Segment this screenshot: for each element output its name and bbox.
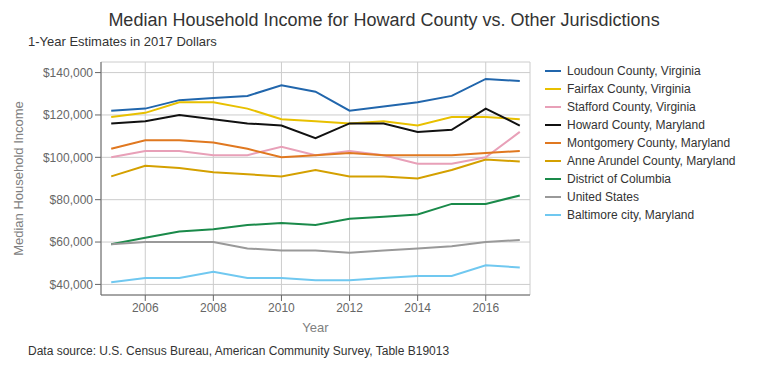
html-text:Median Household Income for Ho: Median Household Income for Howard Count… xyxy=(108,10,660,30)
svg-text:$80,000: $80,000 xyxy=(50,193,94,207)
svg-text:$120,000: $120,000 xyxy=(43,108,93,122)
svg-text:2016: 2016 xyxy=(472,301,499,315)
svg-text:2010: 2010 xyxy=(268,301,295,315)
html-text:Data source: U.S. Census Burea: Data source: U.S. Census Bureau, America… xyxy=(28,344,450,358)
svg-text:Median Household Income: Median Household Income xyxy=(11,101,26,256)
svg-text:2012: 2012 xyxy=(336,301,363,315)
svg-text:2008: 2008 xyxy=(200,301,227,315)
html-text:Anne Arundel County, Maryland: Anne Arundel County, Maryland xyxy=(567,154,736,168)
html-text:District of Columbia: District of Columbia xyxy=(567,172,671,186)
html-text:Howard County, Maryland: Howard County, Maryland xyxy=(567,118,705,132)
html-text:1-Year Estimates in 2017 Dolla: 1-Year Estimates in 2017 Dollars xyxy=(28,34,217,49)
svg-text:$100,000: $100,000 xyxy=(43,151,93,165)
svg-text:$60,000: $60,000 xyxy=(50,235,94,249)
html-text:Baltimore city, Maryland: Baltimore city, Maryland xyxy=(567,208,695,222)
svg-text:$40,000: $40,000 xyxy=(50,278,94,292)
html-text:Fairfax County, Virginia: Fairfax County, Virginia xyxy=(567,82,691,96)
html-text:Montgomery County, Maryland: Montgomery County, Maryland xyxy=(567,136,731,150)
svg-text:$140,000: $140,000 xyxy=(43,66,93,80)
svg-text:2006: 2006 xyxy=(132,301,159,315)
svg-text:2014: 2014 xyxy=(404,301,431,315)
html-text:Stafford County, Virginia: Stafford County, Virginia xyxy=(567,100,696,114)
html-text:United States: United States xyxy=(567,190,639,204)
svg-text:Year: Year xyxy=(302,320,329,335)
html-text:Loudoun County, Virginia: Loudoun County, Virginia xyxy=(567,64,701,78)
